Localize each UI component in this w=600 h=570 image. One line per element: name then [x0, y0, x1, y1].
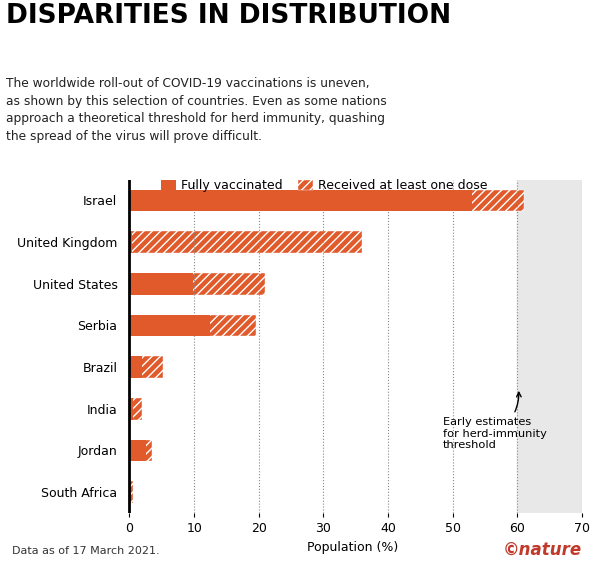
- Bar: [130, 273, 265, 295]
- Bar: [517, 180, 582, 513]
- Text: Data as of 17 March 2021.: Data as of 17 March 2021.: [12, 545, 160, 556]
- Bar: [130, 356, 142, 378]
- Text: ©nature: ©nature: [503, 542, 582, 560]
- Bar: [130, 231, 132, 253]
- Text: The worldwide roll-out of COVID-19 vaccinations is uneven,
as shown by this sele: The worldwide roll-out of COVID-19 vacci…: [6, 77, 387, 142]
- Bar: [130, 481, 131, 503]
- Bar: [130, 315, 210, 336]
- Bar: [130, 231, 362, 253]
- Bar: [130, 190, 472, 211]
- Legend: Fully vaccinated, Received at least one dose: Fully vaccinated, Received at least one …: [156, 174, 492, 197]
- X-axis label: Population (%): Population (%): [307, 540, 398, 553]
- Bar: [130, 439, 146, 461]
- Bar: [130, 398, 133, 420]
- Text: DISPARITIES IN DISTRIBUTION: DISPARITIES IN DISTRIBUTION: [6, 3, 451, 29]
- Bar: [130, 481, 133, 503]
- Bar: [130, 273, 193, 295]
- Bar: [130, 190, 524, 211]
- Bar: [130, 439, 152, 461]
- Text: Early estimates
for herd-immunity
threshold: Early estimates for herd-immunity thresh…: [443, 392, 547, 450]
- Bar: [130, 398, 142, 420]
- Bar: [130, 315, 256, 336]
- Bar: [130, 356, 163, 378]
